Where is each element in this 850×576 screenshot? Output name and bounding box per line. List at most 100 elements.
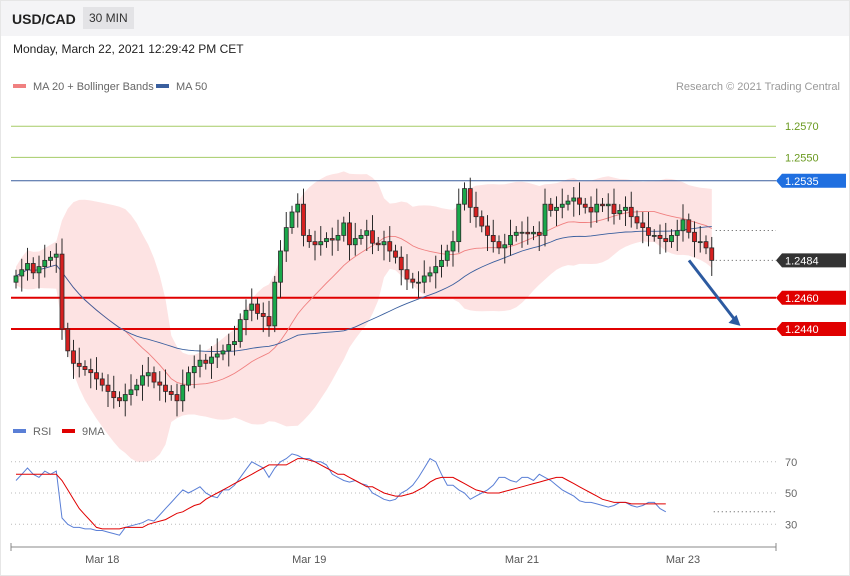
candle-body (283, 227, 289, 252)
candle-body (364, 230, 370, 236)
candle-body (439, 259, 444, 267)
candle-body (36, 266, 42, 274)
candle-body (335, 234, 341, 241)
candle-body (272, 281, 278, 327)
forecast-arrow-shaft (687, 259, 738, 323)
legend-swatch-ma20 (13, 84, 26, 88)
candle-body (226, 344, 232, 352)
candle-body (82, 366, 88, 370)
candle-body (398, 256, 404, 271)
candle-body (99, 378, 105, 386)
rsi-legend-label-9ma: 9MA (82, 426, 105, 438)
candle-body (329, 238, 335, 241)
candle-body (375, 242, 381, 246)
candle-body (128, 389, 134, 395)
candle-body (444, 250, 450, 261)
candle-body (450, 241, 456, 252)
candle-body (588, 206, 594, 213)
candle-body (237, 319, 243, 342)
candle-body (19, 269, 25, 277)
candle-body (559, 203, 565, 208)
candle-body (59, 253, 65, 330)
candle-body (151, 372, 157, 383)
candle-body (140, 375, 145, 386)
timeframe-badge[interactable]: 30 MIN (83, 7, 134, 29)
candle-body (65, 328, 71, 352)
candle-body (312, 241, 318, 246)
candle-body (623, 206, 628, 211)
candle-body (456, 203, 462, 243)
candle-body (646, 227, 651, 236)
candle-body (525, 231, 531, 235)
ma50-line (15, 226, 712, 353)
rsi-legend-swatch-rsi (13, 429, 26, 433)
level-label-1.2440: 1.2440 (785, 324, 819, 336)
candle-body (703, 241, 709, 249)
candle-body (680, 219, 686, 232)
x-tick-label: Mar 19 (292, 554, 326, 566)
rsi-tick-30: 30 (785, 519, 797, 531)
candle-body (134, 384, 140, 391)
bollinger-band-area (16, 171, 712, 462)
candle-body (508, 234, 513, 246)
x-tick-label: Mar 18 (85, 554, 119, 566)
candle-body (289, 211, 295, 229)
rsi-legend-swatch-9ma (62, 429, 75, 433)
candle-body (186, 372, 191, 386)
candle-body (232, 341, 237, 346)
candle-body (71, 350, 76, 364)
candle-body (513, 231, 519, 236)
candle-body (490, 234, 496, 243)
candle-body (94, 372, 99, 380)
candle-body (30, 263, 36, 274)
candle-body (358, 234, 364, 239)
candle-body (381, 241, 387, 246)
candle-body (220, 350, 226, 355)
candle-body (485, 225, 490, 236)
top-bar: USD/CAD 30 MIN (0, 0, 850, 36)
level-label-1.2550: 1.2550 (785, 152, 819, 164)
candle-body (611, 203, 617, 214)
rsi-tick-50: 50 (785, 488, 797, 500)
ma20-line (15, 211, 713, 386)
candle-body (697, 241, 703, 244)
forecast-arrow-head (728, 314, 741, 326)
rsi-tick-70: 70 (785, 457, 797, 469)
candle-body (531, 231, 536, 235)
candle-body (370, 230, 375, 244)
candle-body (111, 390, 117, 399)
candle-body (657, 234, 663, 239)
candle-body (565, 200, 571, 205)
candle-body (519, 231, 525, 234)
candle-body (347, 222, 352, 246)
candle-body (105, 384, 111, 392)
candle-body (663, 238, 669, 243)
chart-datetime: Monday, March 22, 2021 12:29:42 PM CET (13, 42, 244, 56)
candle-body (548, 203, 554, 211)
candle-body (536, 231, 542, 236)
legend-swatch-ma50 (156, 84, 169, 88)
rsi-legend-label-rsi: RSI (33, 426, 51, 438)
candle-body (318, 241, 324, 246)
candle-body (180, 384, 186, 402)
level-tag-1.2440 (776, 322, 846, 336)
candle-body (600, 203, 605, 207)
candle-body (53, 253, 59, 258)
candle-body (197, 359, 203, 367)
candle-body (387, 241, 393, 252)
candle-body (421, 275, 427, 283)
candle-body (594, 203, 600, 213)
candle-body (48, 256, 53, 261)
candle-body (433, 266, 439, 274)
candle-body (260, 312, 266, 317)
candle-body (341, 222, 347, 236)
candle-body (692, 231, 697, 243)
candle-body (651, 234, 657, 237)
candle-body (640, 222, 646, 228)
candle-body (203, 359, 209, 364)
candle-body (306, 234, 312, 243)
candle-body (473, 206, 479, 218)
candle-body (352, 238, 358, 246)
candle-body (628, 206, 634, 218)
candle-body (416, 281, 421, 284)
